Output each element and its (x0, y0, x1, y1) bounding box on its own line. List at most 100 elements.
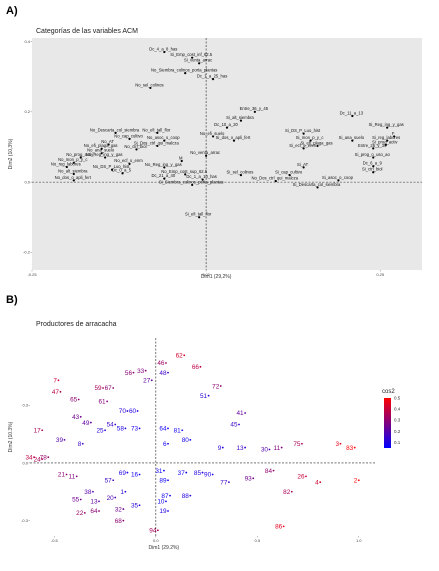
point-marker (201, 471, 204, 474)
point-label: Entre_36_y_45 (240, 106, 269, 111)
data-point: 67 (105, 385, 115, 392)
point-marker (227, 481, 230, 484)
point-label: 10 (157, 499, 165, 506)
data-point: Si_prog_activ (372, 139, 398, 146)
y-tick-label: 0.3 (22, 403, 28, 408)
point-marker (244, 412, 247, 414)
point-label: Si_dos_o_apli_fert (216, 135, 252, 140)
point-marker (114, 496, 117, 499)
point-label: 61 (99, 399, 107, 406)
panel-a-ticks: -0.25 0.00 0.25 -0.2 0.0 0.2 0.4 (23, 39, 385, 277)
point-marker (253, 110, 256, 113)
panel-a-chart: Categorías de las variables ACM Dim1 (29… (8, 28, 422, 280)
point-label: 55 (72, 497, 80, 504)
point-label: Dc_11_a_13 (340, 110, 364, 115)
data-point: Si_ana_suelo (339, 135, 365, 142)
point-label: 88 (182, 493, 190, 500)
point-marker (72, 179, 75, 182)
data-point: No_ana_suelo (87, 148, 115, 155)
point-label: 83 (346, 445, 354, 452)
point-label: Si_Dos_ctrl_qui_malcza (134, 140, 180, 145)
legend-tick-label: 0.1 (394, 440, 401, 445)
point-marker (79, 415, 82, 418)
data-point: 21 (58, 472, 68, 479)
point-marker (290, 490, 293, 493)
point-label: Si_DS_P_Luo_hist (285, 128, 321, 133)
point-marker (106, 400, 109, 403)
point-marker (128, 162, 131, 165)
data-point: No_sel_colinos (135, 82, 164, 90)
point-marker (65, 473, 68, 476)
data-point: 26 (297, 474, 307, 481)
y-tick-label: 0.0 (24, 179, 30, 184)
point-marker (156, 144, 159, 148)
data-point: Si_efi_plaga_gas (300, 140, 333, 148)
point-marker (165, 500, 167, 503)
point-label: 1 (120, 489, 124, 496)
data-point: 3 (335, 441, 342, 448)
point-label: 24 (34, 456, 42, 463)
point-label: 75 (293, 441, 301, 448)
data-point: Dc_1_a_10_has (186, 174, 217, 181)
point-marker (198, 216, 201, 219)
data-point: 16 (131, 472, 141, 479)
data-point: No_alt_siembra (58, 168, 88, 176)
point-marker (244, 446, 247, 449)
point-marker (104, 429, 106, 432)
data-point: 57 (105, 477, 115, 484)
legend-title: cos2 (382, 389, 395, 395)
point-marker (65, 165, 68, 169)
point-marker (288, 173, 291, 177)
point-label: Dc_21_a_40 (151, 173, 175, 178)
point-marker (239, 119, 243, 122)
data-point: Si_Dos_ctrl_qui_malcza (134, 140, 180, 148)
point-label: 11 (274, 445, 281, 452)
point-label: Si_Emp_cost_inf_62.5 (170, 52, 213, 57)
data-point: 68 (115, 518, 125, 525)
point-label: 8 (78, 441, 82, 448)
point-marker (184, 173, 187, 176)
panel-a-x-axis-label: Dim1 (29,2%) (201, 274, 232, 280)
data-point: No_reg_labores (51, 161, 81, 169)
data-point: 13 (237, 445, 247, 452)
point-marker (57, 379, 60, 382)
y-tick-label: 0.4 (24, 39, 30, 44)
data-point: Dc_11_a_13 (340, 110, 364, 118)
panel-b-reference-lines (30, 338, 375, 536)
point-label: 73 (131, 426, 139, 433)
data-point: 35 (131, 502, 141, 509)
y-tick-label: 0.2 (24, 109, 30, 114)
point-label: 26 (297, 474, 305, 481)
point-marker (79, 156, 82, 159)
data-point: 49 (82, 420, 92, 427)
point-label: No_asoc_o_coop (147, 135, 180, 140)
point-marker (372, 165, 375, 168)
point-marker (191, 56, 194, 59)
panel-a-reference-lines (32, 38, 422, 270)
point-marker (81, 442, 84, 445)
point-label: 4 (315, 479, 319, 486)
point-label: Dc_10_a_20 (214, 122, 238, 127)
x-tick-label: 1.0 (356, 538, 362, 543)
point-label: Dc_1_a_10_has (186, 174, 217, 179)
point-marker (167, 510, 169, 512)
point-marker (122, 508, 125, 510)
data-point: 58 (117, 426, 127, 433)
data-point: 9 (218, 445, 224, 452)
point-label: 49 (82, 420, 90, 427)
point-label: 37 (178, 470, 186, 477)
point-label: 89 (159, 477, 167, 484)
point-marker (167, 427, 169, 430)
panel-a-y-axis-label: Dim2 (10,3%) (8, 138, 14, 169)
data-point: 75 (293, 441, 303, 448)
point-label: 21 (58, 472, 66, 479)
point-marker (337, 179, 340, 182)
point-label: Dc_1_a_25_has (197, 74, 228, 79)
point-label: No_ana_suelo (87, 148, 115, 153)
point-marker (205, 154, 208, 157)
data-point: Dc_21_a_40 (151, 173, 176, 180)
data-point: 94 (149, 527, 159, 534)
